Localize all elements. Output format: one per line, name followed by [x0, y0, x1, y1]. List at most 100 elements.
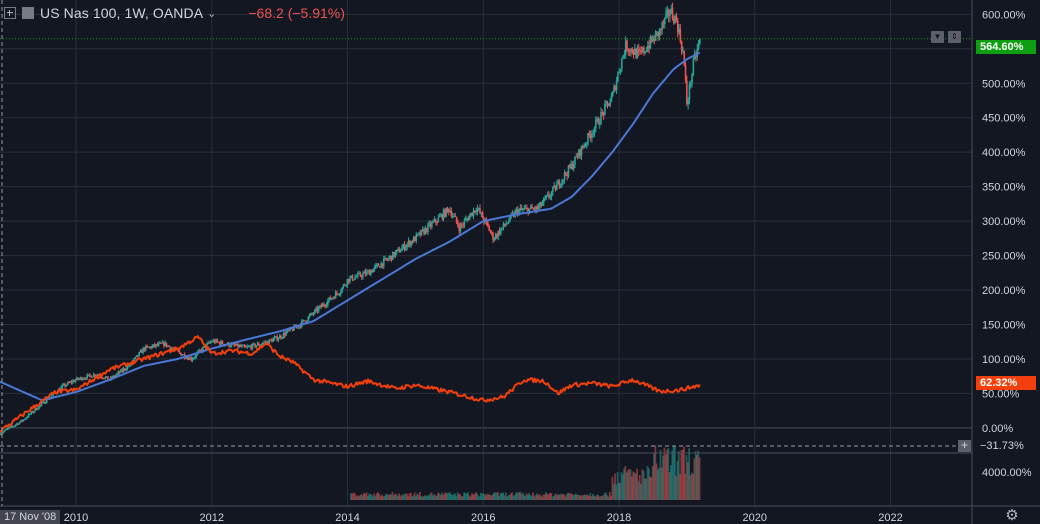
candle-body-down [377, 264, 380, 267]
expand-icon[interactable] [4, 7, 16, 19]
candle-body-down [165, 342, 168, 347]
volume-bar [666, 449, 668, 500]
chevron-down-icon[interactable]: ⌄ [207, 7, 217, 20]
volume-bar [545, 491, 547, 500]
volume-bar [608, 491, 611, 500]
candle-body-down [536, 206, 539, 210]
volume-bar [472, 494, 475, 500]
candle-body-down [124, 368, 126, 370]
candle-body-up [26, 417, 29, 419]
collapse-pane-icon[interactable]: ▼ [931, 31, 944, 43]
candle-body-down [602, 112, 605, 115]
volume-bar [403, 494, 406, 500]
candle-body-down [280, 335, 282, 339]
volume-bar [494, 492, 497, 500]
candle-body-down [386, 259, 389, 261]
candle-body-down [81, 377, 83, 380]
volume-bar [659, 450, 662, 500]
candle-body-up [574, 156, 576, 165]
candle-body-down [566, 174, 568, 177]
candle-body-down [653, 37, 656, 41]
candle-body-down [243, 345, 246, 347]
candle-body-up [584, 144, 587, 147]
volume-bar [637, 481, 640, 500]
volume-bar [409, 492, 412, 500]
candle-body-down [423, 229, 425, 234]
volume-bar [651, 466, 654, 500]
candle-body-up [83, 378, 86, 380]
candle-body-up [285, 332, 287, 336]
crosshair-price-tag: −31.73% [976, 439, 1038, 453]
candle-body-down [239, 345, 242, 347]
volume-bar [377, 492, 380, 500]
x-tick-label: 2016 [471, 512, 495, 524]
candle-body-down [479, 208, 481, 214]
candle-body-down [172, 348, 174, 350]
candle-body-down [311, 313, 314, 315]
candle-body-down [643, 47, 645, 53]
candle-body-down [359, 272, 362, 277]
volume-bar [497, 491, 499, 500]
candle-body-down [64, 384, 66, 387]
candle-body-up [634, 48, 636, 55]
candle-body-up [661, 22, 663, 31]
candle-body-down [10, 426, 13, 428]
volume-bar [572, 494, 575, 500]
volume-bar [658, 467, 661, 500]
volume-bar [670, 465, 672, 500]
reorder-pane-icon[interactable]: ⇕ [948, 31, 961, 43]
candle-body-up [438, 216, 441, 218]
settings-gear-icon[interactable]: ⚙ [1005, 507, 1019, 524]
candle-body-up [424, 228, 427, 234]
candle-body-up [682, 51, 684, 53]
candle-body-up [312, 313, 315, 315]
candle-body-up [583, 146, 585, 148]
candle-body-down [471, 212, 474, 216]
candle-body-down [454, 215, 457, 217]
volume-bar [694, 451, 697, 500]
volume-bar [692, 474, 694, 500]
candle-body-up [363, 271, 366, 274]
candle-body-down [526, 207, 528, 209]
volume-bar [672, 446, 675, 500]
volume-bar [450, 494, 452, 500]
volume-bar [606, 495, 609, 500]
candle-body-down [671, 8, 674, 19]
volume-bar [562, 494, 564, 500]
volume-bar [515, 492, 518, 500]
candle-body-up [591, 133, 593, 138]
candle-body-down [686, 80, 688, 105]
hide-icon[interactable] [22, 7, 34, 19]
candle-body-down [425, 228, 428, 233]
volume-bar [353, 493, 356, 500]
candle-body-down [70, 381, 73, 383]
volume-bar [542, 494, 545, 500]
candle-body-down [333, 297, 336, 299]
volume-bar [378, 494, 381, 500]
symbol-title[interactable]: US Nas 100, 1W, OANDA [40, 5, 204, 21]
candle-body-up [5, 429, 8, 431]
candle-body-down [614, 86, 617, 90]
volume-bar [681, 449, 684, 500]
candle-body-up [699, 39, 701, 44]
candle-body-up [397, 248, 399, 250]
add-order-icon[interactable]: + [958, 439, 971, 452]
candle-body-down [429, 223, 432, 227]
candle-body-up [44, 402, 47, 404]
candle-body-down [221, 341, 224, 344]
candle-body-up [198, 350, 200, 352]
volume-bar [680, 450, 683, 500]
candle-body-up [428, 223, 431, 225]
candle-body-up [618, 71, 621, 73]
candle-body-up [619, 68, 622, 72]
volume-bar [408, 493, 411, 500]
candle-body-up [362, 273, 364, 278]
candle-body-down [492, 232, 494, 241]
candle-body-up [373, 266, 376, 269]
volume-bar [634, 473, 637, 500]
candle-body-down [461, 224, 463, 226]
candle-body-up [604, 104, 606, 115]
candle-body-up [402, 244, 405, 248]
